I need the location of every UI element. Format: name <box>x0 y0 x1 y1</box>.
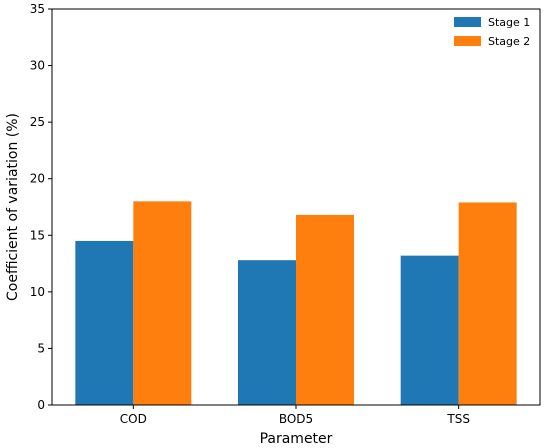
y-tick-label: 0 <box>37 398 45 412</box>
x-tick-label: BOD5 <box>279 412 313 426</box>
y-tick-label: 30 <box>30 59 45 73</box>
bar-tss-stage-1 <box>400 255 459 405</box>
bar-cod-stage-1 <box>75 240 134 405</box>
x-axis-label: Parameter <box>260 431 333 447</box>
bars-group <box>75 201 517 405</box>
y-tick-label: 20 <box>30 172 45 186</box>
y-tick-label: 10 <box>30 285 45 299</box>
bar-bod5-stage-2 <box>296 214 354 405</box>
bar-cod-stage-2 <box>133 201 192 405</box>
x-axis: COD BOD5 TSS <box>120 405 470 426</box>
x-tick-label: COD <box>120 412 147 426</box>
y-tick-label: 15 <box>30 228 45 242</box>
y-axis-label: Coefficient of variation (%) <box>5 113 21 301</box>
x-tick-label: TSS <box>446 412 470 426</box>
legend-label: Stage 1 <box>488 16 530 29</box>
legend-swatch <box>454 17 481 27</box>
y-tick-label: 5 <box>37 341 45 355</box>
bar-bod5-stage-1 <box>238 260 296 405</box>
bar-tss-stage-2 <box>458 202 517 405</box>
y-axis: 0 5 10 15 20 25 30 35 <box>30 2 52 412</box>
legend-swatch <box>454 36 481 46</box>
y-tick-label: 35 <box>30 2 45 16</box>
legend: Stage 1 Stage 2 <box>454 16 530 48</box>
legend-label: Stage 2 <box>488 35 530 48</box>
y-tick-label: 25 <box>30 115 45 129</box>
